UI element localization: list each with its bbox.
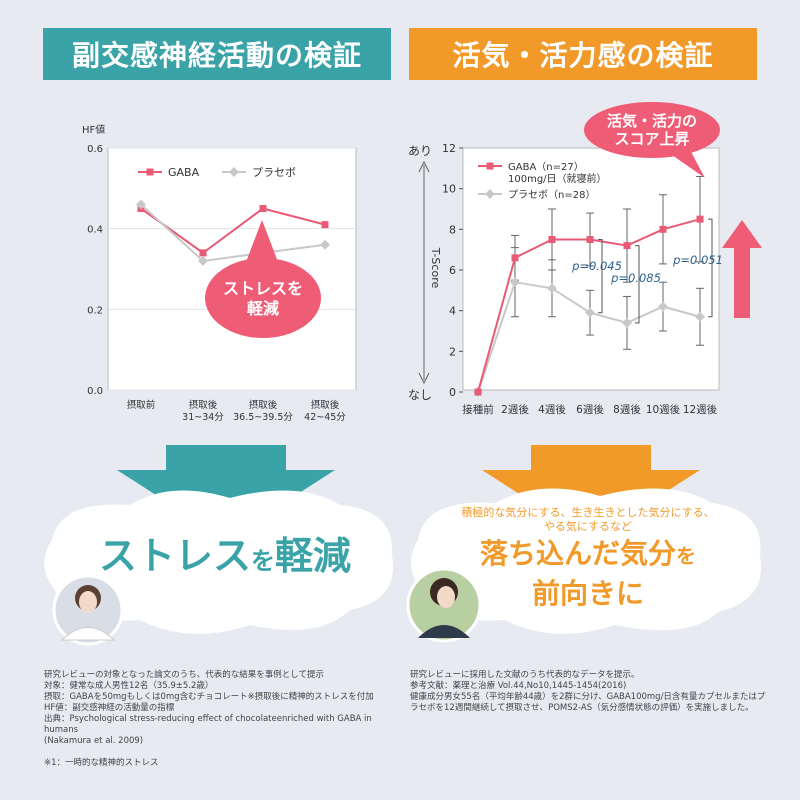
right-point-gaba — [548, 236, 556, 243]
header-parasympathetic: 副交感神経活動の検証 — [43, 28, 391, 80]
left-point-placebo — [136, 199, 146, 210]
left-xtick: 摂取前 — [127, 399, 156, 411]
left-ytick: 0.4 — [87, 225, 103, 236]
right-point-placebo — [695, 311, 705, 322]
right-point-gaba — [586, 236, 594, 243]
right-point-gaba — [696, 215, 704, 223]
left-ytick: 0.2 — [87, 305, 103, 316]
right-ytick: 12 — [442, 142, 456, 155]
footnote-left: 研究レビューの対象となった論文のうち、代表的な結果を事例として提示 対象：健常な… — [44, 670, 374, 768]
left-legend-gaba: GABA — [168, 166, 200, 179]
left-point-gaba — [321, 221, 329, 229]
right-point-gaba — [511, 254, 519, 262]
right-xtick: 8週後 — [613, 403, 641, 416]
callout-left — [205, 258, 321, 338]
bubble-right — [410, 488, 762, 634]
right-legend-gaba: GABA（n=27） 100mg/日（就寝前） — [508, 161, 607, 185]
left-ytick: 0.6 — [87, 144, 103, 155]
down-arrow-left — [117, 445, 335, 540]
right-point-placebo — [547, 283, 557, 294]
right-point-gaba — [474, 388, 482, 396]
right-point-gaba — [659, 225, 667, 233]
left-legend-placebo: プラセボ — [252, 166, 296, 179]
left-series-line — [140, 203, 326, 262]
right-point-placebo — [585, 307, 595, 318]
header-vigor: 活気・活力感の検証 — [409, 28, 757, 80]
down-arrow-right — [482, 445, 700, 540]
right-point-placebo — [622, 317, 632, 328]
right-point-placebo — [658, 301, 668, 312]
left-xtick: 摂取後 36.5~39.5分 — [233, 399, 293, 423]
right-ytick: 6 — [449, 264, 456, 277]
p-value-label: p=0.085 — [610, 271, 661, 285]
callout-left-pointer — [246, 220, 278, 262]
chart-right-plot — [462, 147, 720, 391]
left-xtick: 摂取後 31~34分 — [182, 399, 224, 423]
right-point-placebo — [510, 277, 520, 288]
bubble-right-subtext: 積極的な気分にする、生き生きとした気分にする、 やる気にするなど — [461, 506, 715, 533]
right-ytick: 10 — [442, 183, 456, 196]
left-ytick: 0.0 — [87, 386, 103, 397]
p-bracket — [598, 239, 603, 314]
left-point-placebo — [198, 255, 208, 266]
right-ytick: 8 — [449, 223, 456, 236]
p-value-label: p=0.051 — [672, 253, 723, 267]
right-legend-placebo-marker — [485, 189, 495, 199]
left-xtick: 摂取後 42~45分 — [304, 399, 346, 423]
right-ytick: 2 — [449, 345, 456, 358]
right-xtick: 4週後 — [538, 403, 566, 416]
right-ytick: 0 — [449, 386, 456, 399]
left-point-gaba — [259, 205, 267, 212]
left-point-gaba — [199, 249, 207, 257]
right-ylabel-bottom: なし — [408, 388, 432, 402]
right-xtick: 10週後 — [646, 403, 681, 416]
p-bracket — [708, 218, 713, 318]
right-legend-gaba-marker — [486, 162, 494, 170]
callout-left-text: ストレスを軽減 — [223, 279, 303, 318]
right-point-gaba — [623, 242, 631, 250]
left-series-line — [140, 207, 326, 255]
right-xtick: 6週後 — [576, 403, 604, 416]
bubble-right-text: 落ち込んだ気分を 前向きに — [479, 537, 696, 610]
callout-right — [584, 102, 720, 158]
right-xtick: 2週後 — [501, 403, 529, 416]
bubble-left — [44, 490, 394, 634]
right-ylabel-top: あり — [408, 144, 432, 158]
callout-right-text: 活気・活力のスコア上昇 — [607, 112, 697, 148]
left-legend-gaba-marker — [146, 168, 154, 176]
right-xtick: 12週後 — [683, 403, 718, 416]
right-ylabel: T-Score — [429, 247, 442, 289]
left-legend-placebo-marker — [229, 167, 239, 177]
right-xtick: 接種前 — [462, 403, 494, 416]
left-point-placebo — [320, 239, 330, 250]
right-legend-placebo: プラセボ（n=28） — [508, 189, 595, 201]
footnote-right: 研究レビューに採用した文献のうち代表的なデータを提示。 参考文献：薬理と治療 V… — [410, 670, 766, 713]
left-ylabel: HF値 — [82, 123, 105, 136]
p-bracket — [635, 245, 640, 324]
right-ytick: 4 — [449, 305, 456, 318]
up-arrow — [722, 220, 762, 318]
p-value-label: p=0.045 — [571, 259, 622, 273]
bubble-left-text: ストレスを軽減 — [98, 534, 352, 578]
